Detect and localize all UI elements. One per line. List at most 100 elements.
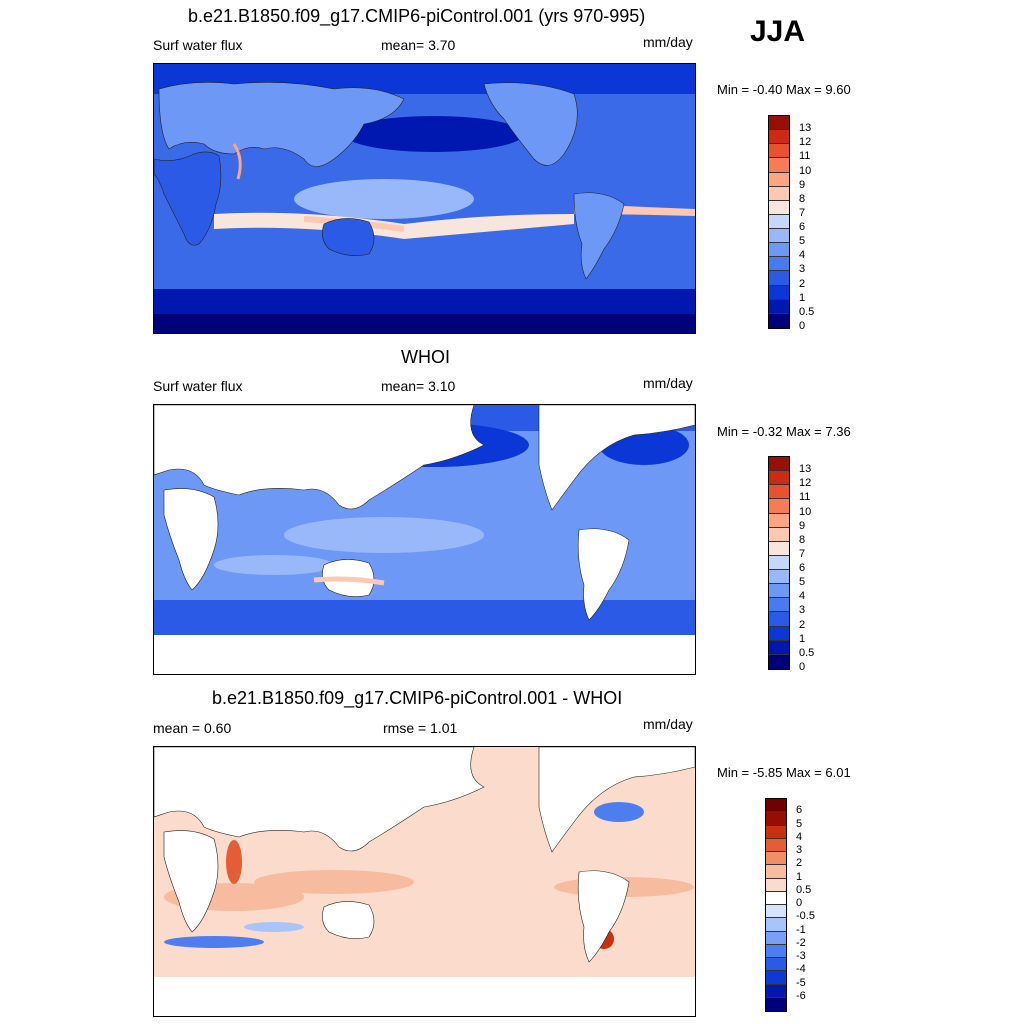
colorbar-tick-label: 5 xyxy=(799,235,806,248)
colorbar-tick-label: 4 xyxy=(799,590,806,603)
colorbar-swatch xyxy=(769,457,789,472)
panel-3-colorbar xyxy=(765,798,787,1012)
colorbar-swatch xyxy=(766,958,786,972)
colorbar-swatch xyxy=(769,471,789,486)
colorbar-swatch xyxy=(769,158,789,173)
panel-1-colorbar xyxy=(768,115,790,329)
colorbar-tick-label: 8 xyxy=(799,533,806,546)
colorbar-swatch xyxy=(766,852,786,866)
season-label: JJA xyxy=(750,15,806,48)
colorbar-tick-label: 6 xyxy=(796,804,803,817)
colorbar-tick-label: 1 xyxy=(799,632,806,645)
colorbar-tick-label: 8 xyxy=(799,192,806,205)
colorbar-swatch xyxy=(766,799,786,813)
panel-1-minmax: Min = -0.40 Max = 9.60 xyxy=(717,82,851,97)
colorbar-tick-label: -2 xyxy=(796,936,806,949)
colorbar-tick-label: 4 xyxy=(796,830,803,843)
colorbar-tick-label: 1 xyxy=(799,291,806,304)
colorbar-tick-label: 9 xyxy=(799,519,806,532)
panel-2-map xyxy=(153,404,696,675)
colorbar-tick-label: -1 xyxy=(796,923,806,936)
colorbar-swatch xyxy=(769,626,789,641)
colorbar-tick-label: 0 xyxy=(799,320,806,332)
panel-3-minmax: Min = -5.85 Max = 6.01 xyxy=(717,765,851,780)
colorbar-swatch xyxy=(766,931,786,945)
colorbar-swatch xyxy=(766,865,786,879)
colorbar-tick-label: 0 xyxy=(796,897,803,909)
colorbar-tick-label: 11 xyxy=(799,150,811,163)
colorbar-swatch xyxy=(769,555,789,570)
panel-3-rmse-label: rmse = 1.01 xyxy=(383,720,458,736)
colorbar-swatch xyxy=(766,984,786,998)
colorbar-tick-label: 3 xyxy=(796,844,803,856)
panel-2-title: WHOI xyxy=(401,347,450,367)
colorbar-swatch xyxy=(766,918,786,932)
colorbar-tick-label: 9 xyxy=(799,178,806,191)
colorbar-swatch xyxy=(766,905,786,919)
panel-3-units: mm/day xyxy=(643,716,693,732)
panel-3-title: b.e21.B1850.f09_g17.CMIP6-piControl.001 … xyxy=(212,688,623,708)
colorbar-swatch xyxy=(769,313,789,328)
colorbar-swatch xyxy=(769,243,789,258)
colorbar-swatch xyxy=(769,654,789,669)
panel-1-variable-label: Surf water flux xyxy=(153,37,243,53)
panel-1-title: b.e21.B1850.f09_g17.CMIP6-piControl.001 … xyxy=(188,6,646,26)
colorbar-swatch xyxy=(769,541,789,556)
colorbar-swatch xyxy=(769,130,789,145)
colorbar-swatch xyxy=(769,144,789,159)
colorbar-tick-label: 0.5 xyxy=(796,883,812,896)
colorbar-tick-label: 0.5 xyxy=(799,305,815,318)
colorbar-tick-label: 5 xyxy=(796,817,803,830)
colorbar-swatch xyxy=(769,570,789,585)
colorbar-tick-label: 10 xyxy=(799,164,812,177)
panel-2-variable-label: Surf water flux xyxy=(153,378,243,394)
colorbar-swatch xyxy=(766,971,786,985)
colorbar-swatch xyxy=(769,612,789,627)
colorbar-tick-label: -5 xyxy=(796,976,806,989)
colorbar-tick-label: 5 xyxy=(799,576,806,589)
panel-1-map xyxy=(153,63,696,334)
colorbar-swatch xyxy=(766,838,786,852)
colorbar-tick-label: 1 xyxy=(796,870,803,883)
colorbar-swatch xyxy=(769,172,789,187)
colorbar-tick-label: 2 xyxy=(796,857,803,870)
colorbar-tick-label: -4 xyxy=(796,963,806,976)
colorbar-tick-label: 6 xyxy=(799,562,806,575)
colorbar-tick-label: 12 xyxy=(799,477,812,490)
colorbar-tick-label: 13 xyxy=(799,122,812,135)
colorbar-swatch xyxy=(769,598,789,613)
colorbar-swatch xyxy=(769,584,789,599)
colorbar-tick-label: 6 xyxy=(799,221,806,234)
colorbar-tick-label: 7 xyxy=(799,547,806,560)
panel-1-mean-label: mean= 3.70 xyxy=(381,37,456,53)
colorbar-swatch xyxy=(766,891,786,905)
colorbar-tick-label: 2 xyxy=(799,618,806,631)
colorbar-swatch xyxy=(766,878,786,892)
colorbar-swatch xyxy=(769,257,789,272)
colorbar-swatch xyxy=(769,640,789,655)
colorbar-swatch xyxy=(769,527,789,542)
colorbar-swatch xyxy=(769,229,789,244)
colorbar-swatch xyxy=(769,271,789,286)
colorbar-tick-label: 11 xyxy=(799,491,811,504)
colorbar-swatch xyxy=(766,997,786,1011)
colorbar-swatch xyxy=(769,485,789,500)
colorbar-tick-label: 10 xyxy=(799,505,812,518)
colorbar-tick-label: 2 xyxy=(799,277,806,290)
colorbar-swatch xyxy=(769,513,789,528)
colorbar-swatch xyxy=(769,214,789,229)
colorbar-tick-label: 0 xyxy=(799,661,806,673)
colorbar-tick-label: 0.5 xyxy=(799,646,815,659)
colorbar-tick-label: -3 xyxy=(796,950,806,962)
colorbar-swatch xyxy=(766,944,786,958)
colorbar-swatch xyxy=(769,299,789,314)
colorbar-tick-label: 7 xyxy=(799,206,806,219)
colorbar-swatch xyxy=(769,499,789,514)
colorbar-tick-label: 4 xyxy=(799,249,806,262)
colorbar-tick-label: 12 xyxy=(799,136,812,149)
panel-2-units: mm/day xyxy=(643,375,693,391)
panel-2-mean-label: mean= 3.10 xyxy=(381,378,456,394)
panel-3-mean-label: mean = 0.60 xyxy=(153,720,232,736)
panel-2-colorbar xyxy=(768,456,790,670)
colorbar-swatch xyxy=(769,200,789,215)
